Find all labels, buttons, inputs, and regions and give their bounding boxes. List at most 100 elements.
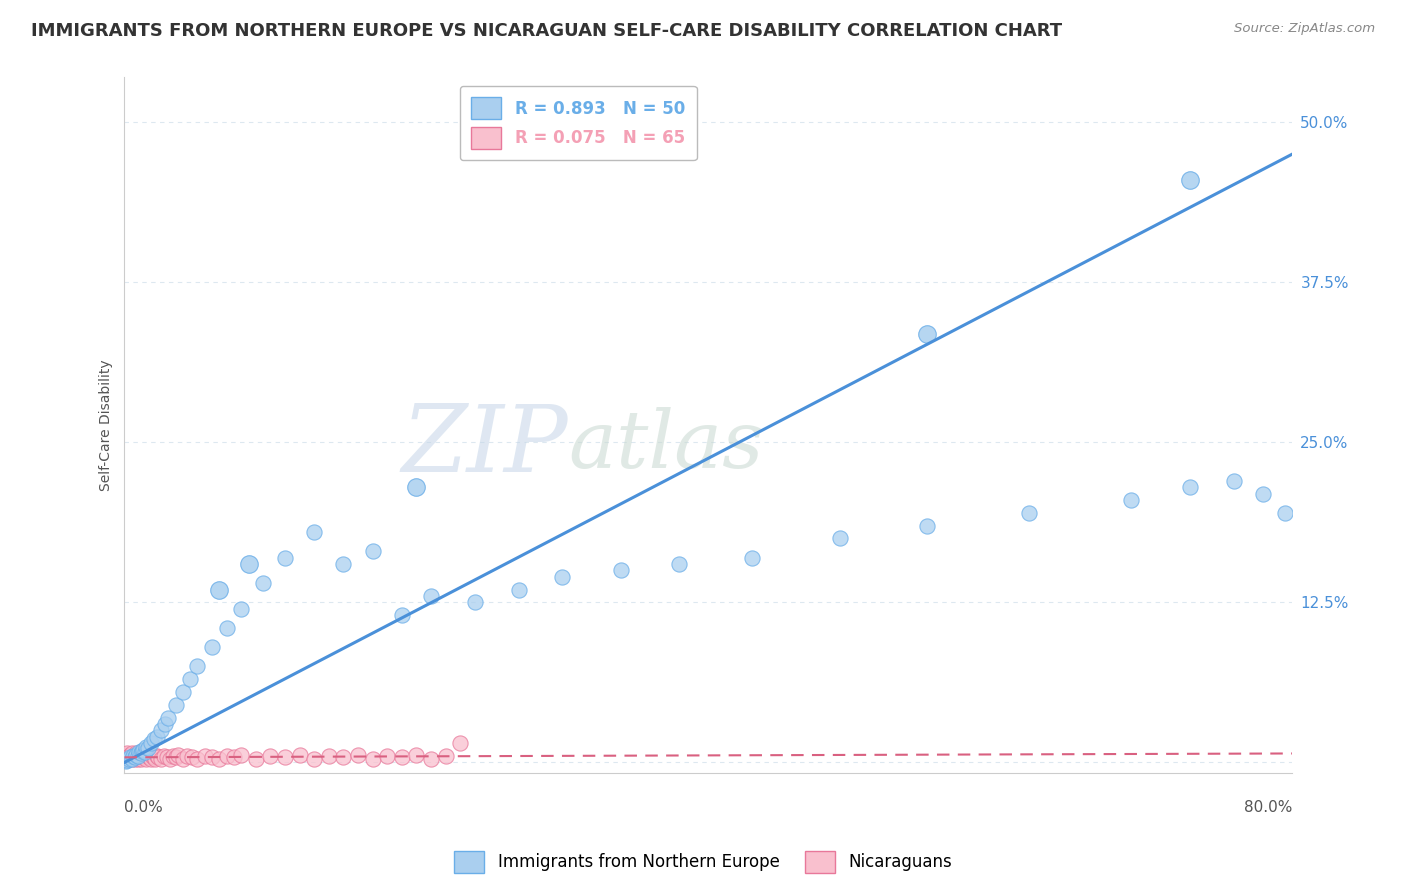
Point (1222, 474, 1244, 488)
Point (134, 747, 156, 762)
Point (132, 742, 155, 756)
Point (238, 557, 260, 571)
Point (141, 749, 163, 764)
Point (186, 659, 208, 673)
Point (156, 750, 179, 764)
Point (120, 750, 142, 764)
Point (132, 750, 155, 764)
Point (288, 747, 311, 762)
Point (201, 750, 224, 764)
Point (318, 749, 340, 764)
Point (157, 711, 180, 725)
Point (122, 749, 145, 764)
Point (420, 751, 443, 765)
Text: ZIP: ZIP (402, 401, 568, 491)
Point (274, 750, 297, 764)
Y-axis label: Self-Care Disability: Self-Care Disability (100, 359, 114, 491)
Point (125, 747, 148, 761)
Point (155, 717, 177, 731)
Point (127, 751, 149, 765)
Point (609, 563, 631, 577)
Point (162, 749, 184, 764)
Point (118, 749, 141, 764)
Point (172, 685, 194, 699)
Point (1178, 173, 1201, 187)
Point (405, 747, 427, 762)
Point (302, 524, 325, 539)
Point (208, 582, 231, 597)
Point (186, 751, 208, 765)
Point (1121, 492, 1143, 507)
Point (332, 557, 354, 571)
Point (165, 750, 187, 764)
Text: Source: ZipAtlas.com: Source: ZipAtlas.com (1234, 22, 1375, 36)
Point (391, 608, 413, 623)
Point (127, 749, 149, 764)
Point (115, 747, 138, 762)
Point (145, 749, 167, 764)
Point (420, 589, 443, 603)
Point (142, 750, 165, 764)
Point (252, 576, 274, 591)
Point (124, 750, 146, 764)
Point (127, 749, 149, 764)
Point (165, 698, 187, 712)
Point (159, 751, 181, 765)
Point (122, 749, 145, 764)
Legend: R = 0.893   N = 50, R = 0.075   N = 65: R = 0.893 N = 50, R = 0.075 N = 65 (460, 86, 696, 161)
Point (125, 750, 148, 764)
Point (115, 751, 138, 765)
Point (391, 750, 413, 764)
Point (122, 750, 145, 764)
Point (117, 750, 139, 764)
Point (231, 601, 253, 615)
Point (124, 747, 146, 762)
Point (139, 736, 162, 750)
Point (172, 751, 194, 765)
Point (131, 744, 153, 758)
Point (215, 749, 238, 764)
Point (121, 751, 143, 765)
Point (302, 751, 325, 765)
Point (128, 747, 150, 762)
Point (149, 751, 172, 765)
Point (125, 747, 148, 762)
Point (129, 751, 152, 765)
Point (274, 550, 297, 565)
Point (149, 723, 172, 738)
Point (128, 750, 150, 764)
Point (464, 595, 486, 609)
Point (117, 753, 139, 767)
Point (201, 640, 224, 655)
Legend: Immigrants from Northern Europe, Nicaraguans: Immigrants from Northern Europe, Nicarag… (447, 845, 959, 880)
Point (136, 749, 159, 764)
Text: IMMIGRANTS FROM NORTHERN EUROPE VS NICARAGUAN SELF-CARE DISABILITY CORRELATION C: IMMIGRANTS FROM NORTHERN EUROPE VS NICAR… (31, 22, 1062, 40)
Point (120, 747, 142, 762)
Point (828, 532, 851, 546)
Point (434, 749, 457, 764)
Point (332, 750, 354, 764)
Point (118, 751, 141, 765)
Text: 80.0%: 80.0% (1244, 799, 1292, 814)
Point (222, 750, 245, 764)
Point (142, 732, 165, 747)
Point (134, 745, 156, 759)
Point (231, 747, 253, 762)
Point (153, 749, 176, 764)
Point (741, 550, 763, 565)
Point (135, 740, 157, 755)
Point (121, 751, 143, 765)
Point (361, 751, 384, 765)
Point (915, 518, 938, 533)
Point (245, 751, 267, 765)
Point (135, 751, 157, 765)
Point (194, 749, 217, 764)
Point (115, 754, 138, 768)
Point (508, 582, 530, 597)
Point (347, 747, 370, 762)
Point (120, 750, 142, 764)
Point (128, 745, 150, 759)
Point (117, 747, 139, 761)
Point (136, 741, 159, 756)
Text: 0.0%: 0.0% (125, 799, 163, 814)
